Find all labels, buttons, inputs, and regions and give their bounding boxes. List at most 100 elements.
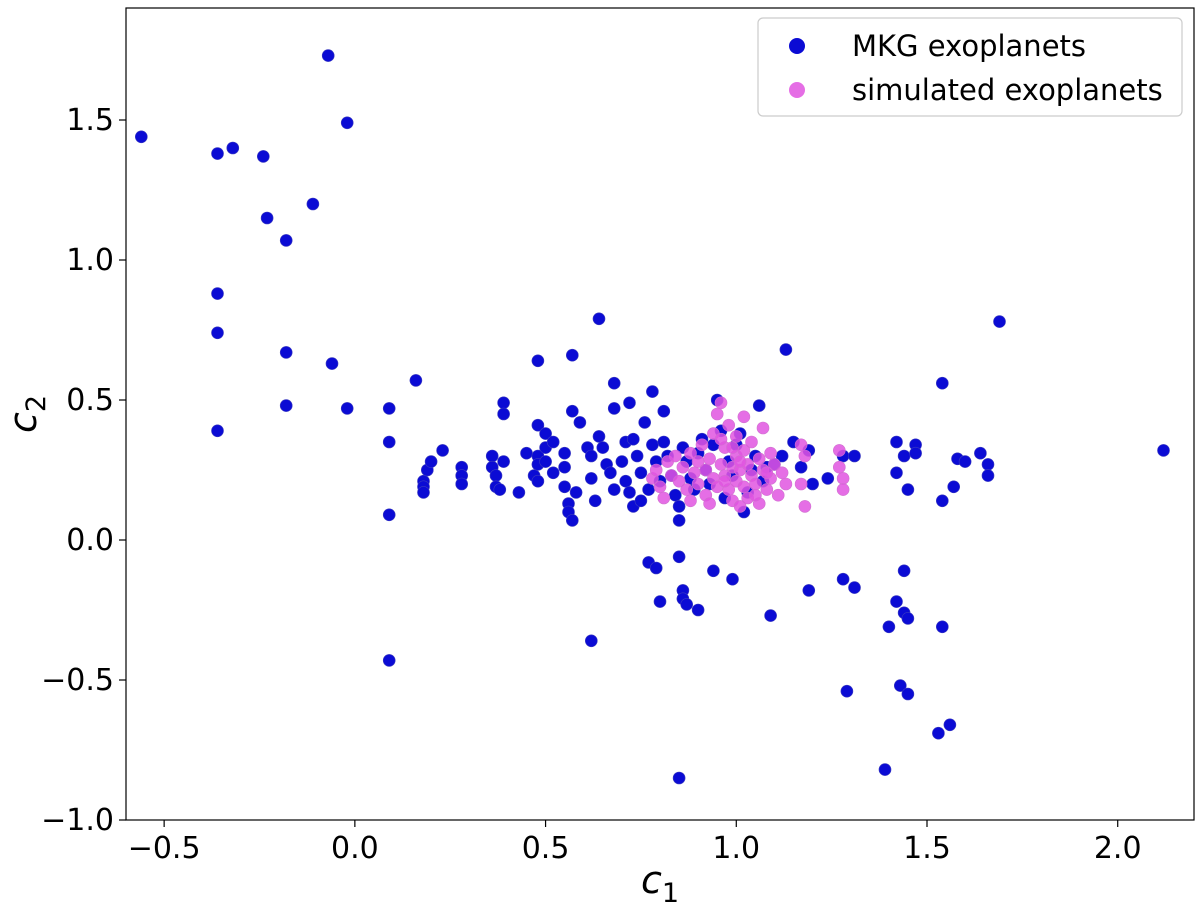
y-tick-label-0: −1.0 [41, 803, 114, 838]
data-point-mkg-136 [935, 494, 949, 508]
data-point-mkg-172 [672, 771, 686, 785]
data-point-mkg-134 [909, 446, 922, 460]
data-point-simulated-2 [653, 480, 667, 494]
data-point-mkg-59 [569, 486, 583, 499]
data-point-mkg-126 [821, 472, 835, 485]
data-point-mkg-46 [539, 427, 552, 440]
data-point-mkg-147 [653, 595, 667, 608]
data-point-mkg-140 [974, 446, 987, 460]
data-point-mkg-15 [340, 402, 354, 415]
data-point-simulated-60 [832, 460, 846, 474]
data-point-simulated-24 [714, 396, 728, 410]
data-point-simulated-43 [749, 477, 762, 491]
data-point-simulated-14 [691, 477, 705, 491]
data-point-mkg-39 [520, 446, 533, 460]
data-point-mkg-80 [630, 449, 644, 463]
data-point-mkg-3 [256, 150, 270, 163]
data-point-mkg-153 [707, 564, 720, 578]
data-point-mkg-74 [619, 474, 633, 488]
data-point-simulated-56 [794, 477, 808, 491]
plot-frame [125, 7, 1195, 821]
data-point-mkg-19 [382, 654, 396, 667]
data-point-mkg-26 [436, 444, 449, 457]
data-point-mkg-7 [321, 49, 335, 62]
data-point-mkg-84 [642, 483, 655, 496]
data-point-simulated-6 [668, 449, 682, 463]
data-point-mkg-152 [691, 603, 705, 617]
data-point-mkg-125 [806, 477, 819, 491]
data-point-mkg-89 [657, 404, 671, 418]
data-point-mkg-85 [646, 385, 659, 398]
data-point-simulated-35 [733, 500, 747, 513]
data-point-mkg-18 [382, 508, 396, 522]
data-point-mkg-168 [932, 726, 945, 740]
data-point-mkg-154 [726, 572, 739, 586]
data-point-mkg-20 [409, 374, 423, 387]
legend-marker-mkg [789, 38, 805, 54]
y-tick-label-2: 0.0 [66, 523, 114, 558]
data-point-mkg-66 [592, 312, 606, 326]
data-point-mkg-148 [672, 550, 686, 564]
data-point-mkg-37 [497, 407, 510, 421]
data-point-simulated-64 [718, 474, 732, 488]
data-point-mkg-45 [531, 474, 545, 488]
data-point-simulated-22 [710, 407, 724, 421]
ticks-layer: −0.5 0.0 0.5 1.0 1.5 2.0 −1.0 −0.5 0.0 0.5 1.0 1.5 [41, 103, 1141, 866]
data-point-mkg-160 [878, 763, 892, 776]
data-point-mkg-62 [584, 449, 598, 463]
data-point-mkg-90 [657, 435, 671, 449]
data-point-mkg-135 [935, 376, 949, 390]
data-point-mkg-161 [882, 620, 896, 634]
data-point-mkg-5 [306, 197, 320, 211]
x-tick-label-2: 0.5 [522, 831, 570, 866]
data-point-simulated-63 [714, 432, 728, 446]
data-point-mkg-71 [607, 402, 621, 415]
y-tick-label-1: −0.5 [41, 663, 114, 698]
data-point-mkg-141 [981, 458, 995, 471]
data-point-mkg-30 [485, 449, 499, 463]
data-point-mkg-146 [649, 561, 663, 575]
x-tick-label-0: −0.5 [128, 831, 201, 866]
data-point-mkg-67 [596, 441, 610, 454]
data-point-simulated-59 [832, 444, 846, 457]
data-point-mkg-38 [512, 486, 526, 499]
data-point-simulated-12 [687, 466, 701, 480]
data-point-mkg-73 [615, 455, 629, 468]
data-point-mkg-35 [497, 455, 510, 468]
data-point-simulated-17 [699, 463, 713, 477]
data-point-mkg-51 [558, 446, 571, 460]
data-point-mkg-139 [958, 455, 972, 468]
data-point-simulated-68 [760, 466, 774, 480]
data-point-simulated-7 [672, 474, 686, 488]
data-point-simulated-49 [764, 446, 777, 460]
data-point-mkg-79 [626, 432, 640, 446]
data-point-simulated-33 [729, 430, 743, 443]
data-point-simulated-57 [798, 500, 812, 513]
data-point-simulated-54 [779, 477, 793, 491]
data-point-mkg-142 [981, 469, 995, 482]
legend-marker-simulated [789, 82, 805, 98]
data-point-mkg-129 [890, 435, 903, 449]
data-point-simulated-42 [745, 435, 758, 449]
data-point-mkg-52 [558, 460, 571, 474]
data-point-mkg-131 [897, 449, 911, 463]
data-point-mkg-167 [901, 687, 915, 701]
data-point-mkg-83 [638, 416, 652, 429]
data-point-simulated-65 [726, 441, 739, 454]
data-point-mkg-8 [340, 116, 354, 130]
data-point-simulated-67 [749, 488, 762, 502]
data-point-mkg-163 [893, 679, 907, 692]
data-point-simulated-18 [703, 452, 716, 466]
data-point-mkg-4 [260, 211, 274, 225]
y-axis-label: c2 [1, 395, 52, 433]
data-point-simulated-58 [798, 449, 812, 463]
data-point-mkg-86 [646, 438, 659, 452]
data-point-mkg-64 [588, 494, 602, 508]
data-point-mkg-56 [565, 404, 579, 418]
data-point-simulated-15 [695, 438, 709, 452]
x-axis-label-base: c [641, 858, 662, 902]
x-tick-label-4: 1.5 [903, 831, 951, 866]
x-axis-label: c1 [641, 858, 679, 904]
data-point-mkg-95 [672, 500, 686, 513]
